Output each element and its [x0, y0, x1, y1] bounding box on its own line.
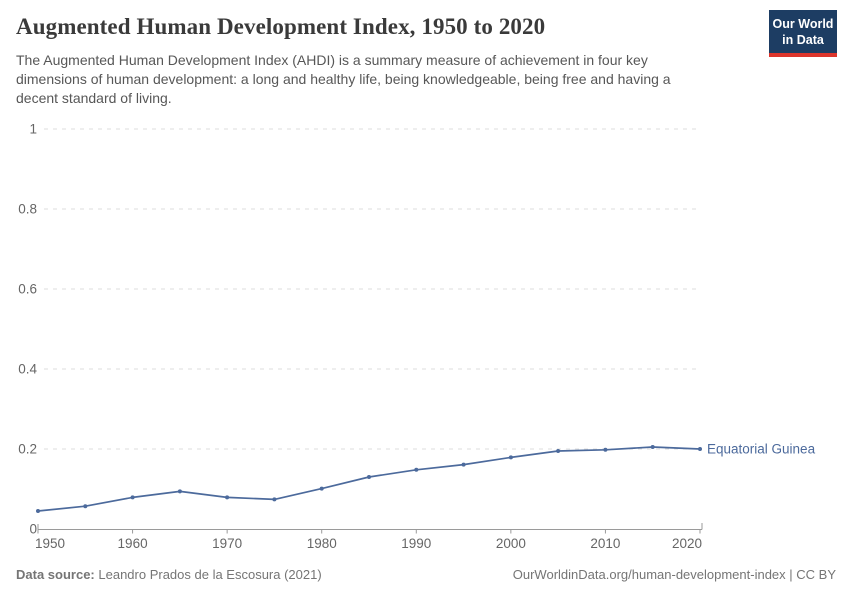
x-tick-label: 1990	[401, 536, 431, 551]
y-tick-label: 0	[29, 522, 37, 537]
data-point	[83, 504, 88, 509]
data-source: Data source: Leandro Prados de la Escosu…	[16, 567, 322, 582]
data-point	[225, 495, 230, 500]
data-point	[130, 495, 135, 500]
data-point	[556, 449, 561, 453]
x-tick-label: 1960	[118, 536, 148, 551]
data-point	[272, 497, 277, 502]
data-point	[367, 475, 371, 479]
owid-logo-line1: Our World	[772, 17, 834, 31]
x-tick-label: 1970	[212, 536, 242, 551]
y-tick-label: 0.6	[18, 282, 37, 297]
series-end-label: Equatorial Guinea	[707, 442, 816, 457]
chart-footer: Data source: Leandro Prados de la Escosu…	[16, 567, 836, 582]
owid-logo[interactable]: Our World in Data	[769, 10, 837, 57]
x-tick-label: 1950	[35, 536, 65, 551]
y-tick-label: 1	[29, 122, 37, 137]
data-point	[461, 462, 466, 467]
data-point	[603, 447, 608, 452]
x-tick-label: 1980	[307, 536, 337, 551]
data-point	[414, 467, 419, 472]
y-tick-label: 0.2	[18, 442, 37, 457]
chart-subtitle: The Augmented Human Development Index (A…	[16, 52, 671, 106]
credit-link[interactable]: OurWorldinData.org/human-development-ind…	[512, 567, 836, 582]
data-point	[698, 447, 702, 451]
x-tick-label: 2020	[672, 536, 702, 551]
y-tick-label: 0.4	[18, 362, 37, 377]
data-point	[319, 486, 324, 491]
owid-logo-line2: in Data	[782, 33, 824, 48]
data-point	[36, 509, 40, 513]
y-tick-label: 0.8	[18, 202, 37, 217]
data-point	[650, 445, 655, 449]
data-source-value: Leandro Prados de la Escosura (2021)	[98, 567, 322, 582]
data-point	[177, 489, 182, 494]
data-source-label: Data source:	[16, 567, 95, 582]
x-tick-label: 2010	[590, 536, 620, 551]
x-tick-label: 2000	[496, 536, 526, 551]
page-title: Augmented Human Development Index, 1950 …	[16, 14, 546, 39]
data-point	[508, 455, 513, 460]
